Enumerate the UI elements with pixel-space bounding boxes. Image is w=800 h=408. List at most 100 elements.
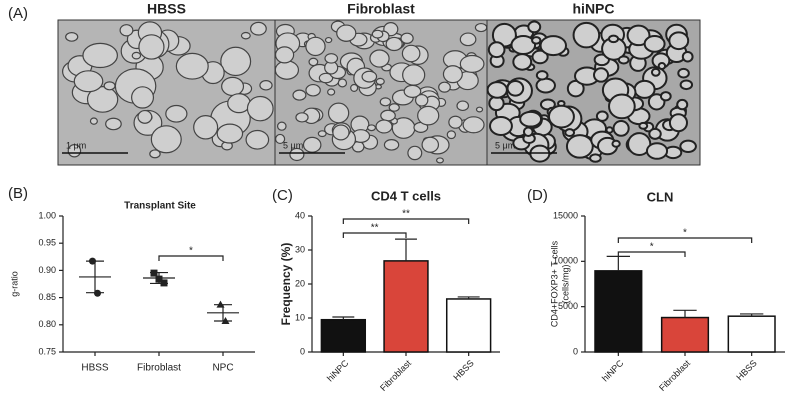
- axon: [245, 129, 270, 150]
- panel-label: (A): [8, 5, 28, 22]
- axon: [324, 53, 339, 64]
- x-tick-label: HBSS: [734, 358, 758, 382]
- axon: [442, 65, 463, 84]
- axon: [73, 70, 104, 93]
- axon: [361, 70, 378, 83]
- x-tick-label: NPC: [212, 363, 233, 374]
- chart-title: Transplant Site: [124, 201, 196, 212]
- axon: [519, 110, 543, 128]
- axon: [593, 67, 610, 83]
- y-tick-label: 10: [295, 312, 305, 322]
- axon: [388, 103, 400, 112]
- axon: [589, 153, 602, 163]
- y-tick-label: 0: [300, 346, 305, 356]
- axon: [165, 104, 188, 123]
- y-tick-label: 5000: [558, 301, 578, 311]
- axon: [375, 119, 393, 134]
- y-tick-label: 0: [573, 346, 578, 356]
- y-tick-label: 10000: [553, 256, 578, 266]
- axon: [677, 67, 690, 79]
- axon: [89, 117, 98, 125]
- axon: [317, 130, 327, 138]
- axon: [246, 95, 274, 122]
- axon: [535, 77, 556, 94]
- axon: [216, 123, 244, 144]
- x-tick-label: HBSS: [451, 358, 475, 382]
- panel-label: (B): [8, 185, 28, 202]
- axon: [547, 104, 575, 129]
- x-tick-label: HBSS: [81, 363, 109, 374]
- significance-label: *: [683, 228, 687, 239]
- axon: [240, 31, 251, 40]
- chart-title: CLN: [647, 189, 674, 204]
- axon: [595, 110, 609, 122]
- significance-label: *: [189, 246, 193, 257]
- axon: [633, 79, 656, 99]
- axon: [131, 86, 155, 109]
- axon: [531, 36, 542, 45]
- point: [89, 257, 96, 265]
- axon: [611, 139, 621, 148]
- axon: [250, 21, 267, 36]
- y-tick-label: 0.90: [38, 265, 56, 275]
- significance-bracket: [342, 218, 470, 224]
- axon: [369, 49, 390, 68]
- panel-label: (C): [272, 187, 293, 204]
- significance-label: **: [402, 209, 410, 220]
- axon: [337, 78, 348, 88]
- axon: [456, 100, 470, 112]
- axon: [193, 115, 219, 140]
- y-tick-label: 1.00: [38, 210, 56, 220]
- x-tick-label: hiNPC: [325, 358, 351, 384]
- panel-label: (D): [527, 187, 548, 204]
- micrograph-title: hiNPC: [573, 1, 615, 17]
- axon: [220, 46, 252, 77]
- axon: [607, 34, 620, 44]
- axon: [402, 64, 426, 86]
- axon: [679, 79, 694, 91]
- y-tick-label: 0.75: [38, 346, 56, 356]
- axon: [375, 77, 385, 86]
- axon: [318, 72, 334, 84]
- axon: [446, 130, 457, 140]
- point: [155, 275, 163, 283]
- axon: [103, 81, 116, 91]
- y-axis-label: g-ratio: [9, 271, 19, 297]
- axon: [380, 109, 396, 122]
- axon: [275, 133, 286, 145]
- x-tick-label: hiNPC: [600, 358, 626, 384]
- axon: [572, 21, 601, 49]
- axon: [82, 42, 119, 69]
- point: [160, 279, 168, 287]
- axon: [438, 81, 451, 93]
- scale-label: 5 μm: [495, 140, 515, 150]
- axon: [383, 139, 400, 151]
- axon: [227, 93, 251, 114]
- axon: [379, 97, 392, 107]
- axon: [531, 49, 549, 65]
- axon: [274, 46, 295, 64]
- axon: [650, 67, 661, 77]
- scale-label: 1 μm: [66, 140, 86, 150]
- axon: [414, 93, 429, 107]
- axon: [295, 112, 309, 123]
- axon: [459, 54, 485, 73]
- axon: [327, 88, 336, 96]
- axon: [150, 125, 182, 154]
- y-tick-label: 0.80: [38, 319, 56, 329]
- x-tick-label: Fibroblast: [378, 358, 413, 393]
- axon: [67, 144, 82, 158]
- axon: [626, 24, 651, 47]
- y-axis-label: CD4+FOXP3+ T cells: [549, 240, 559, 327]
- axon: [302, 136, 322, 153]
- axon: [565, 134, 594, 159]
- significance-label: **: [371, 223, 379, 234]
- axon: [421, 136, 440, 153]
- axon: [608, 93, 636, 120]
- micrograph-title: Fibroblast: [347, 1, 415, 17]
- axon: [105, 117, 122, 131]
- micrograph-title: HBSS: [147, 1, 186, 17]
- axon: [506, 79, 525, 97]
- axon: [305, 36, 326, 57]
- y-tick-label: 15000: [553, 210, 578, 220]
